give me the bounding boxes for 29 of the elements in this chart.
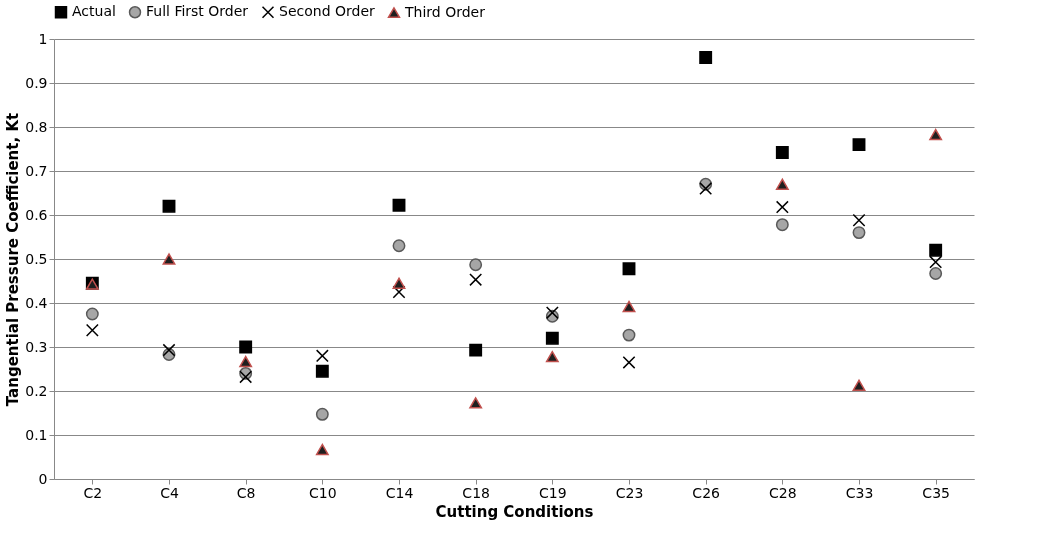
y-tick-label: 0.1 <box>25 426 48 443</box>
x-tick-label: C19 <box>539 484 567 501</box>
y-tick-label: 0 <box>38 470 48 487</box>
x-tick-label: C14 <box>385 484 414 501</box>
y-tick-label: 0.4 <box>25 294 48 311</box>
x-tick-label: C2 <box>83 484 103 501</box>
x-tick-label: C10 <box>309 484 337 501</box>
y-axis-title: Tangential Pressure Coefficient, Kt <box>4 112 23 407</box>
x-tick-label: C28 <box>769 484 797 501</box>
y-tick-label: 0.2 <box>25 382 48 399</box>
legend-label: Full First Order <box>146 3 249 20</box>
x-tick-label: C18 <box>462 484 490 501</box>
y-tick-label: 0.5 <box>25 250 48 267</box>
legend-label: Third Order <box>404 3 486 20</box>
y-tick-label: 0.8 <box>25 118 48 135</box>
x-tick-label: C4 <box>160 484 179 501</box>
x-axis-title: Cutting Conditions <box>435 502 594 521</box>
legend-label: Actual <box>72 3 116 20</box>
x-tick-label: C23 <box>615 484 644 501</box>
y-tick-label: 0.6 <box>25 206 48 223</box>
x-tick-label: C33 <box>845 484 874 501</box>
y-tick-label: 0.7 <box>25 162 48 179</box>
y-tick-label: 0.3 <box>25 338 48 355</box>
legend-label: Second Order <box>279 3 375 20</box>
y-tick-label: 0.9 <box>25 74 48 91</box>
x-tick-label: C35 <box>922 484 950 501</box>
x-tick-label: C8 <box>236 484 256 501</box>
x-tick-label: C26 <box>692 484 721 501</box>
y-tick-label: 1 <box>38 30 48 47</box>
